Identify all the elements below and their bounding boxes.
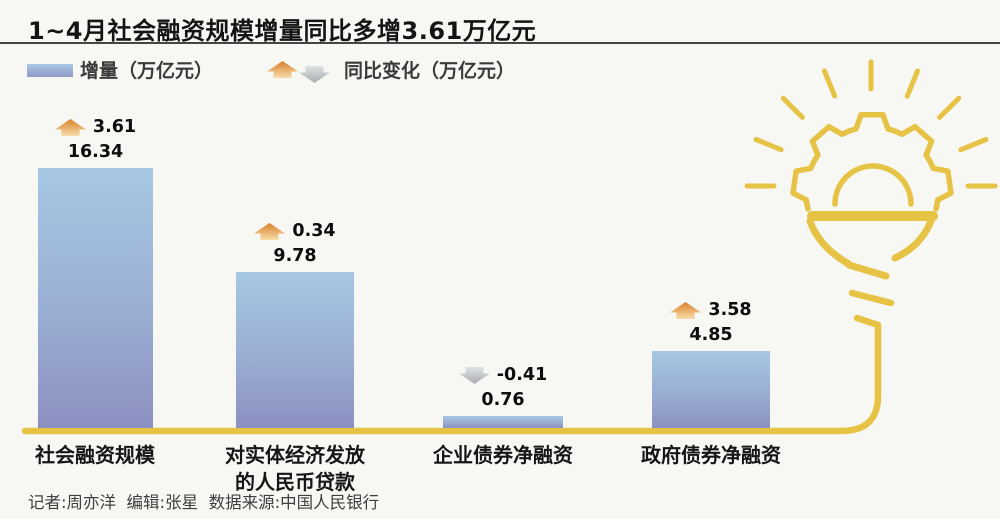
up-arrow-icon [670, 301, 702, 319]
bar [443, 416, 563, 428]
up-arrow-icon [54, 118, 86, 136]
bar-value: 4.85 [689, 325, 733, 345]
legend-increment-label: 增量（万亿元） [80, 60, 214, 82]
category-label: 对实体经济发放 的人民币贷款 [225, 443, 365, 494]
up-arrow-icon [267, 61, 298, 78]
down-arrow-icon [458, 366, 490, 384]
legend-increment-swatch [27, 64, 73, 77]
title-divider [0, 42, 1000, 44]
bar-value: 0.76 [481, 390, 525, 410]
down-arrow-icon [299, 66, 330, 83]
up-arrow-icon [254, 222, 286, 240]
category-label: 社会融资规模 [35, 443, 155, 467]
legend-change-label: 同比变化（万亿元） [344, 60, 516, 82]
bar-value: 16.34 [67, 142, 124, 162]
change-value: 3.61 [92, 117, 137, 137]
change-value: 0.34 [292, 221, 336, 241]
category-label: 政府债券净融资 [641, 443, 781, 467]
bar [38, 168, 153, 428]
bar [236, 272, 354, 428]
plot-area: 3.61 16.34 0.34 9.78 -0.41 0.76 3.58 4.8… [38, 117, 770, 428]
change-value: -0.41 [496, 365, 548, 385]
chart-title: 1~4月社会融资规模增量同比多增3.61万亿元 [28, 17, 537, 45]
credits-source-line: 记者:周亦洋 编辑:张星 数据来源:中国人民银行 [28, 493, 380, 512]
bar [652, 351, 770, 428]
bar-value: 9.78 [273, 246, 317, 266]
category-label: 企业债券净融资 [433, 443, 573, 467]
change-value: 3.58 [708, 300, 752, 320]
